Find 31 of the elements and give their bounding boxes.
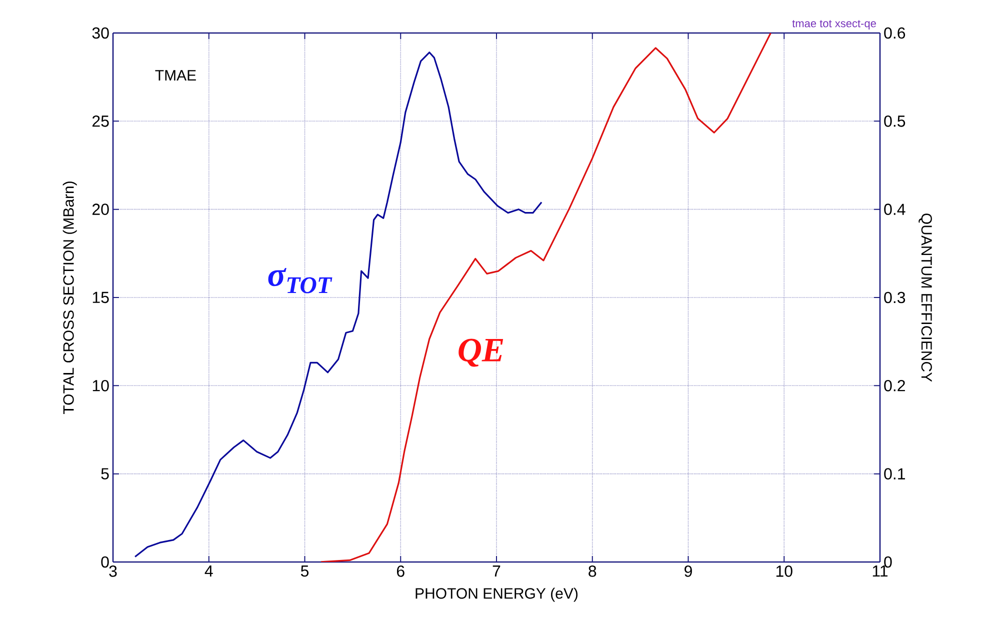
series-label: σ$_{TOT}$ — [268, 268, 332, 294]
y-axis-title: TOTAL CROSS SECTION (MBarn) — [62, 182, 77, 414]
y2-tick-label: 0.1 — [884, 468, 905, 480]
line-series — [134, 52, 542, 558]
y2-tick-label: 0.5 — [884, 116, 906, 127]
y-tick-label: 10 — [92, 380, 109, 392]
x-tick-label: 9 — [684, 566, 692, 577]
x-tick-label: 8 — [588, 566, 596, 577]
x-tick-label: 4 — [204, 566, 213, 577]
y2-tick-label: 0 — [884, 556, 892, 568]
annotation: TMAE — [155, 70, 196, 80]
y-tick-label: 15 — [92, 292, 109, 304]
x-tick-label: 11 — [872, 566, 888, 577]
x-tick-label: 3 — [109, 566, 117, 577]
x-tick-label: 5 — [300, 566, 309, 577]
text: tmae tot xsect-qe — [792, 20, 876, 30]
x-axis-title: PHOTON ENERGY (eV) — [416, 588, 578, 602]
y2-tick-label: 0.6 — [884, 27, 906, 39]
x-tick-label: 7 — [492, 566, 500, 577]
y2-axis-title: QUANTUM EFFICIENCY — [918, 214, 932, 382]
y-tick-label: 0 — [101, 556, 109, 568]
y2-tick-label: 0.3 — [884, 292, 906, 304]
y2-tick-label: 0.4 — [884, 204, 906, 215]
y-tick-label: 25 — [92, 116, 109, 127]
x-tick-label: 10 — [776, 566, 792, 577]
series-label: QE — [458, 338, 504, 367]
y2-tick-label: 0.2 — [884, 380, 905, 392]
y-tick-label: 30 — [92, 27, 109, 39]
x-tick-label: 6 — [396, 566, 404, 577]
y-tick-label: 5 — [101, 468, 109, 480]
y-tick-label: 20 — [92, 204, 109, 215]
